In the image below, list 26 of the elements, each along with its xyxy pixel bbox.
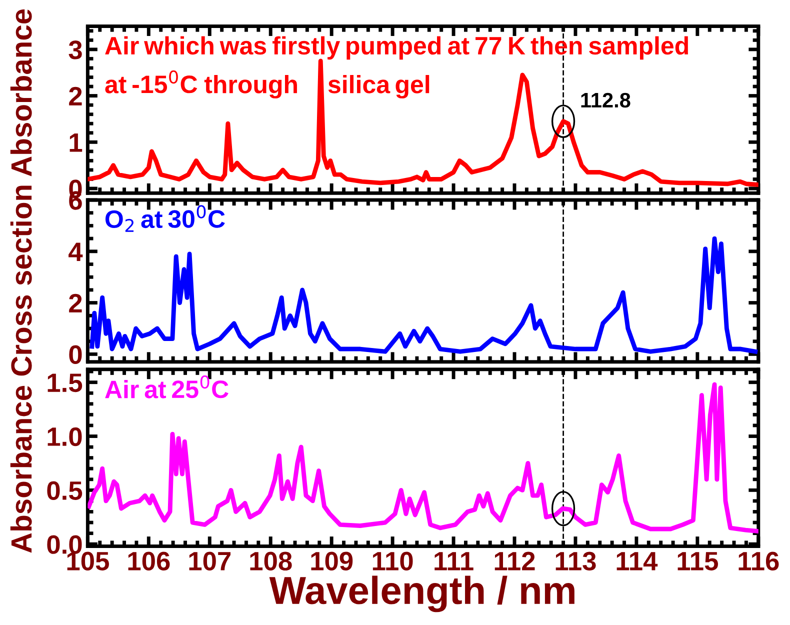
x-tick-label: 108 — [250, 552, 292, 570]
y-axis-title: Absorbance Cross section Absorbance — [10, 9, 32, 553]
x-tick-label: 111 — [434, 552, 474, 570]
x-tick-label: 107 — [189, 552, 230, 570]
x-tick-label: 105 — [67, 552, 109, 570]
x-tick-label: 109 — [311, 552, 353, 570]
x-tick-label: 106 — [128, 552, 170, 570]
y-tick-label: 1 — [70, 134, 82, 152]
series-label: O$_{2}$ at 30$^{0}$C — [105, 205, 225, 232]
y-tick-label: 0 — [69, 345, 82, 364]
x-tick-label: 116 — [738, 552, 779, 570]
legend-label: Air at 25$^{0}$C — [105, 375, 228, 398]
x-axis-title: Wavelength / nm — [269, 576, 574, 612]
y-tick-label: 2 — [69, 86, 82, 106]
y-tick-label: 4 — [68, 242, 83, 261]
y-tick-label: 0.5 — [47, 481, 82, 500]
x-tick-label: 113 — [556, 552, 596, 571]
y-tick-label: 0.0 — [47, 535, 82, 554]
y-tick-label: 1.5 — [48, 374, 82, 392]
x-tick-label: 112 — [494, 552, 535, 570]
x-tick-label: 114 — [616, 552, 658, 570]
x-tick-label: 110 — [372, 552, 413, 570]
y-tick-label: 2 — [69, 294, 82, 312]
y-tick-label: 1.0 — [48, 427, 82, 446]
y-tick-label: 3 — [68, 40, 82, 60]
x-tick-label: 115 — [678, 552, 718, 570]
